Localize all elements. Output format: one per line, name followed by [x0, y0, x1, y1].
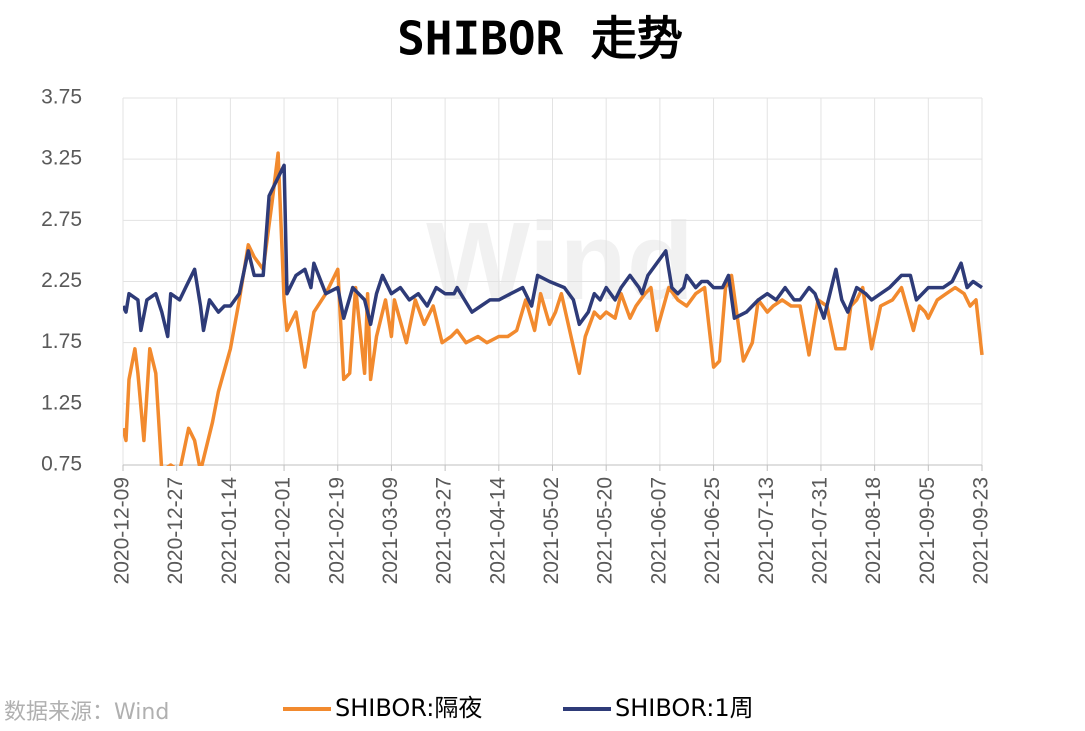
x-tick-label: 2021-05-20 [594, 477, 617, 584]
x-tick-label: 2021-03-27 [433, 477, 456, 584]
y-tick-label: 3.25 [41, 147, 82, 170]
x-tick-label: 2021-01-14 [218, 477, 241, 585]
x-tick-label: 2021-04-14 [486, 477, 509, 585]
x-tick-label: 2021-03-09 [379, 477, 402, 584]
legend-label: SHIBOR:隔夜 [335, 694, 482, 722]
x-tick-label: 2021-02-19 [325, 477, 348, 584]
x-tick-label: 2021-07-31 [808, 477, 831, 584]
source-note: 数据来源：Wind [4, 700, 169, 725]
x-tick-label: 2021-05-02 [540, 477, 563, 584]
x-tick-label: 2021-02-01 [272, 477, 295, 584]
x-tick-label: 2021-09-23 [970, 477, 993, 584]
x-tick-label: 2021-06-07 [647, 477, 670, 584]
x-tick-label: 2021-08-18 [862, 477, 885, 584]
y-tick-label: 1.75 [41, 330, 82, 353]
x-tick-label: 2021-07-13 [755, 477, 778, 584]
x-tick-label: 2021-06-25 [701, 477, 724, 584]
grid [122, 97, 983, 471]
x-tick-label: 2021-09-05 [916, 477, 939, 584]
x-tick-label: 2020-12-09 [111, 477, 134, 584]
plot-area [123, 151, 984, 466]
axis-labels: 0.75 1.25 1.75 2.25 2.75 3.25 3.75 2020-12-09 20… [41, 86, 992, 722]
y-tick-label: 2.75 [41, 208, 82, 231]
y-tick-label: 1.25 [41, 391, 82, 414]
y-tick-label: 2.25 [41, 269, 82, 292]
legend-label: SHIBOR:1周 [615, 694, 754, 722]
y-tick-label: 3.75 [41, 86, 82, 109]
series-line [123, 163, 983, 339]
chart-title: SHIBOR 走势 [397, 12, 683, 66]
y-tick-label: 0.75 [41, 453, 82, 476]
x-tick-label: 2020-12-27 [164, 477, 187, 584]
